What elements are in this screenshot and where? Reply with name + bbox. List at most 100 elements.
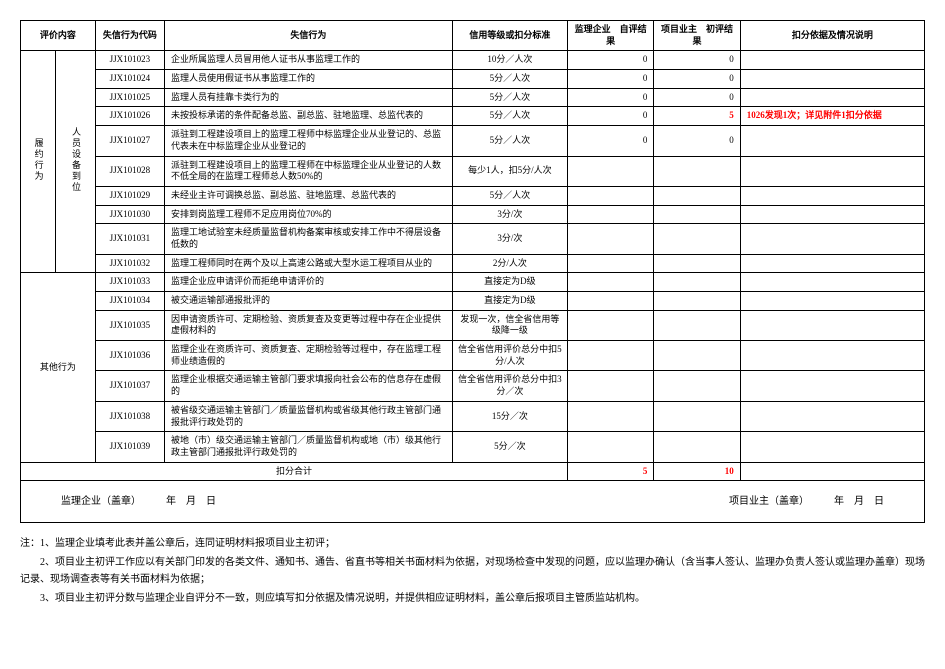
cell: 派驻到工程建设项目上的监理工程师中标监理企业从业登记的、总监代表未在中标监理企业…	[164, 126, 452, 156]
cell: JJX101024	[95, 70, 164, 89]
signature-row: 监理企业（盖章） 年 月 日 项目业主（盖章） 年 月 日	[21, 481, 925, 523]
table-row: JJX101030安排到岗监理工程师不足应用岗位70%的3分/次	[21, 205, 925, 224]
cell: 0	[654, 70, 740, 89]
cell: JJX101038	[95, 401, 164, 431]
note-1: 注：1、监理企业填考此表并盖公章后，连同证明材料报项目业主初评；	[20, 535, 925, 552]
cell	[568, 156, 654, 186]
table-row: JJX101025监理人员有挂靠卡类行为的5分／人次00	[21, 88, 925, 107]
cell	[568, 401, 654, 431]
header-row: 评价内容 失信行为代码 失信行为 信用等级或扣分标准 监理企业 自评结果 项目业…	[21, 21, 925, 51]
cell: 未经业主许可调换总监、副总监、驻地监理、总监代表的	[164, 186, 452, 205]
cell: 0	[568, 51, 654, 70]
table-row: JJX101026未按投标承诺的条件配备总监、副总监、驻地监理、总监代表的5分／…	[21, 107, 925, 126]
th-standard: 信用等级或扣分标准	[452, 21, 567, 51]
cell	[654, 254, 740, 273]
cell: JJX101025	[95, 88, 164, 107]
cell: 0	[568, 126, 654, 156]
cell: 5分／人次	[452, 186, 567, 205]
cell: 监理企业根据交通运输主管部门要求填报向社会公布的信息存在虚假的	[164, 371, 452, 401]
table-row: JJX101028派驻到工程建设项目上的监理工程师在中标监理企业从业登记的人数不…	[21, 156, 925, 186]
cell	[654, 341, 740, 371]
subtotal-owner: 10	[654, 462, 740, 481]
cell: 5	[654, 107, 740, 126]
cell: 监理企业在资质许可、资质复查、定期检验等过程中，存在监理工程师业绩造假的	[164, 341, 452, 371]
signature-owner: 项目业主（盖章） 年 月 日	[729, 495, 884, 508]
signature-enterprise: 监理企业（盖章） 年 月 日	[61, 495, 216, 508]
cell: 被省级交通运输主管部门／质量监督机构或省级其他行政主管部门通报批评行政处罚的	[164, 401, 452, 431]
cell: 监理人员有挂靠卡类行为的	[164, 88, 452, 107]
cell: 监理企业应申请评价而拒绝申请评价的	[164, 273, 452, 292]
cell: 企业所属监理人员冒用他人证书从事监理工作的	[164, 51, 452, 70]
cell: JJX101031	[95, 224, 164, 254]
cell: 发现一次，信全省信用等级降一级	[452, 310, 567, 340]
cell: 5分／次	[452, 432, 567, 462]
cell: 派驻到工程建设项目上的监理工程师在中标监理企业从业登记的人数不低全局的在监理工程…	[164, 156, 452, 186]
cell	[740, 126, 924, 156]
th-eval-content: 评价内容	[21, 21, 96, 51]
category-cell: 履约行为	[21, 51, 56, 273]
cell	[568, 310, 654, 340]
table-row: JJX101036监理企业在资质许可、资质复查、定期检验等过程中，存在监理工程师…	[21, 341, 925, 371]
th-behavior: 失信行为	[164, 21, 452, 51]
note-2: 2、项目业主初评工作应以有关部门印发的各类文件、通知书、通告、省直书等相关书面材…	[20, 554, 925, 588]
cell: JJX101030	[95, 205, 164, 224]
cell	[654, 401, 740, 431]
cell	[740, 88, 924, 107]
cell	[654, 371, 740, 401]
table-row: 履约行为人员设备到位JJX101023企业所属监理人员冒用他人证书从事监理工作的…	[21, 51, 925, 70]
th-self: 监理企业 自评结果	[568, 21, 654, 51]
cell: 未按投标承诺的条件配备总监、副总监、驻地监理、总监代表的	[164, 107, 452, 126]
cell: JJX101037	[95, 371, 164, 401]
cell: JJX101036	[95, 341, 164, 371]
cell	[568, 254, 654, 273]
cell: 因申请资质许可、定期检验、资质复查及变更等过程中存在企业提供虚假材料的	[164, 310, 452, 340]
cell	[568, 205, 654, 224]
table-row: JJX101024监理人员使用假证书从事监理工作的5分／人次00	[21, 70, 925, 89]
cell: JJX101028	[95, 156, 164, 186]
cell: 0	[654, 51, 740, 70]
table-row: JJX101029未经业主许可调换总监、副总监、驻地监理、总监代表的5分／人次	[21, 186, 925, 205]
cell	[654, 310, 740, 340]
cell: JJX101023	[95, 51, 164, 70]
cell: 0	[568, 107, 654, 126]
subcategory-cell: 人员设备到位	[55, 51, 95, 273]
cell: 5分／人次	[452, 88, 567, 107]
cell: 信全省信用评价总分中扣3分／次	[452, 371, 567, 401]
cell	[568, 432, 654, 462]
table-row: JJX101037监理企业根据交通运输主管部门要求填报向社会公布的信息存在虚假的…	[21, 371, 925, 401]
table-row: JJX101039被地（市）级交通运输主管部门／质量监督机构或地（市）级其他行政…	[21, 432, 925, 462]
cell	[740, 186, 924, 205]
cell: 5分／人次	[452, 70, 567, 89]
cell: JJX101033	[95, 273, 164, 292]
cell: 2分/人次	[452, 254, 567, 273]
cell	[740, 310, 924, 340]
cell: 安排到岗监理工程师不足应用岗位70%的	[164, 205, 452, 224]
cell: 0	[568, 70, 654, 89]
table-row: JJX101035因申请资质许可、定期检验、资质复查及变更等过程中存在企业提供虚…	[21, 310, 925, 340]
cell: JJX101029	[95, 186, 164, 205]
th-code: 失信行为代码	[95, 21, 164, 51]
table-row: JJX101032监理工程师同时在两个及以上高速公路或大型水运工程项目从业的2分…	[21, 254, 925, 273]
cell: 监理工程师同时在两个及以上高速公路或大型水运工程项目从业的	[164, 254, 452, 273]
cell: 3分/次	[452, 224, 567, 254]
cell	[740, 401, 924, 431]
table-row: 其他行为JJX101033监理企业应申请评价而拒绝申请评价的直接定为D级	[21, 273, 925, 292]
cell: 每少1人，扣5分/人次	[452, 156, 567, 186]
cell: JJX101034	[95, 292, 164, 311]
cell	[654, 224, 740, 254]
th-explain: 扣分依据及情况说明	[740, 21, 924, 51]
cell: 15分／次	[452, 401, 567, 431]
table-row: JJX101038被省级交通运输主管部门／质量监督机构或省级其他行政主管部门通报…	[21, 401, 925, 431]
cell	[568, 224, 654, 254]
cell: 0	[654, 126, 740, 156]
cell	[740, 432, 924, 462]
cell: 被地（市）级交通运输主管部门／质量监督机构或地（市）级其他行政主管部门通报批评行…	[164, 432, 452, 462]
cell: 监理工地试验室未经质量监督机构备案审核或安排工作中不得层设备低数的	[164, 224, 452, 254]
cell	[654, 205, 740, 224]
cell: 5分／人次	[452, 107, 567, 126]
cell: JJX101035	[95, 310, 164, 340]
cell	[740, 254, 924, 273]
cell: 0	[568, 88, 654, 107]
footnotes: 注：1、监理企业填考此表并盖公章后，连同证明材料报项目业主初评； 2、项目业主初…	[20, 535, 925, 607]
cell	[654, 273, 740, 292]
